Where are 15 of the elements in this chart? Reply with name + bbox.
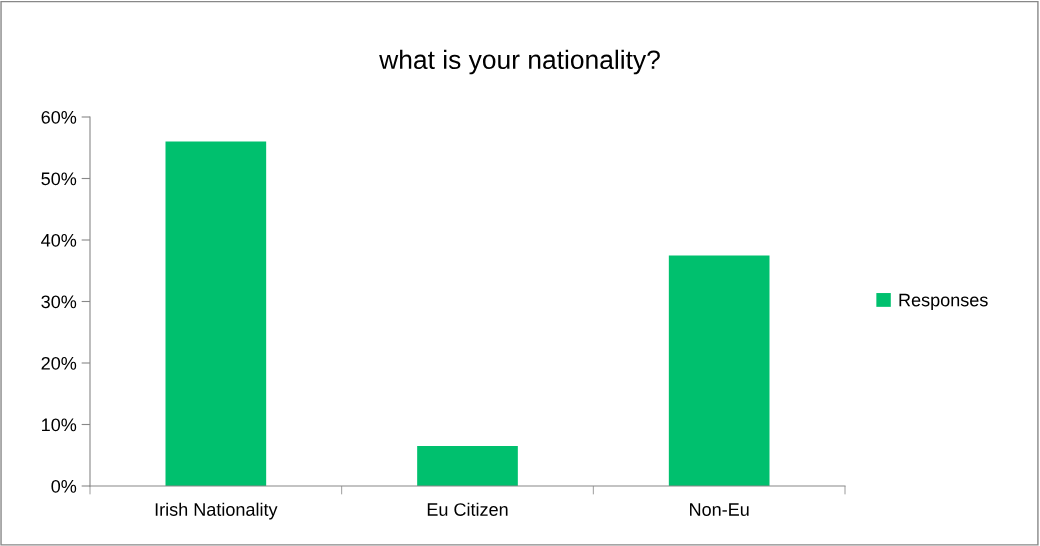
legend-label: Responses (899, 293, 988, 310)
bar (417, 446, 518, 486)
x-tick-label: Non-Eu (690, 503, 749, 516)
bar (165, 141, 267, 486)
y-tick-label: 60% (41, 110, 77, 124)
chart-title: what is your nationality? (379, 49, 660, 75)
y-tick-label: 10% (42, 418, 77, 432)
x-tick-label: Eu Citizen (427, 502, 508, 516)
y-tick-label: 0% (51, 479, 77, 493)
y-tick-label: 50% (41, 172, 77, 186)
y-tick-label: 30% (41, 295, 77, 309)
y-tick-label: 20% (41, 356, 77, 370)
x-tick-label: Irish Nationality (155, 502, 278, 520)
y-tick-label: 40% (41, 233, 77, 247)
bar (668, 255, 770, 486)
